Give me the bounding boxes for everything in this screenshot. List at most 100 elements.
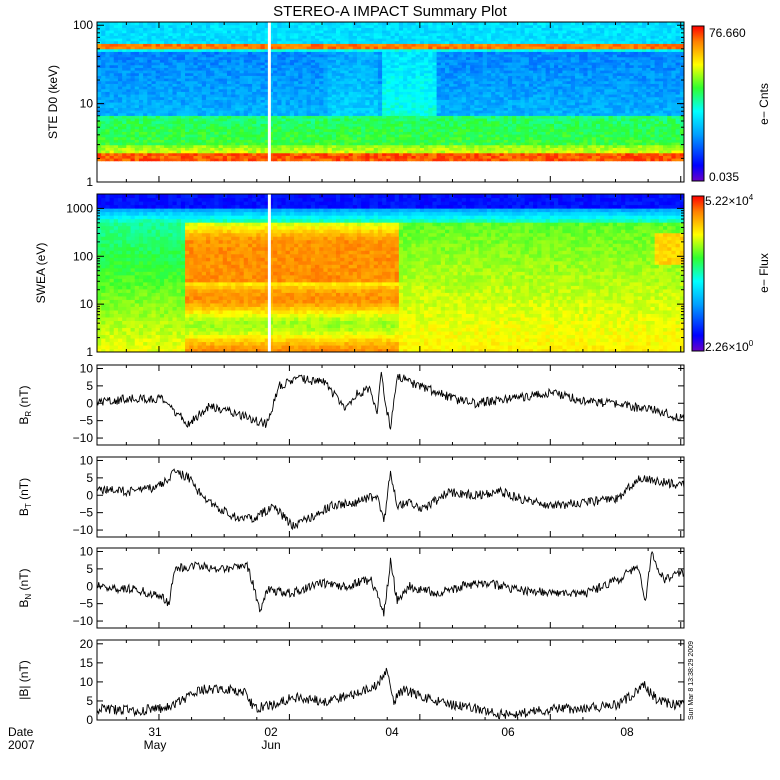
ste-cell — [222, 30, 228, 34]
ste-cell — [482, 54, 488, 58]
ste-cell — [260, 118, 266, 122]
ste-cell — [210, 83, 215, 87]
ste-cell — [294, 86, 299, 90]
ste-cell — [222, 136, 228, 140]
ste-cell — [180, 123, 186, 127]
ste-cell — [101, 128, 106, 132]
ste-cell — [147, 27, 153, 31]
ste-cell — [101, 104, 106, 108]
ste-cell — [126, 22, 132, 26]
ste-cell — [277, 144, 283, 148]
ste-cell — [453, 147, 459, 151]
ste-cell — [394, 75, 400, 79]
ste-cell — [432, 72, 438, 76]
ste-cell — [390, 139, 396, 143]
ste-cell — [151, 54, 157, 58]
ste-cell — [264, 80, 270, 84]
ste-cell — [185, 144, 190, 148]
ste-cell — [373, 96, 379, 100]
ste-cell — [474, 30, 480, 34]
ste-cell — [164, 155, 169, 159]
ste-cell — [394, 78, 400, 82]
ste-cell — [168, 40, 174, 44]
ste-cell — [193, 59, 199, 63]
ste-cell — [126, 72, 132, 76]
ste-cell — [277, 134, 283, 138]
ste-cell — [214, 96, 220, 100]
ste-cell — [172, 107, 178, 111]
ste-cell — [235, 43, 241, 47]
ste-cell — [465, 110, 471, 114]
ste-cell — [285, 144, 291, 148]
ste-cell — [197, 54, 203, 58]
ste-cell — [449, 64, 454, 68]
ste-cell — [185, 80, 190, 84]
ste-cell — [474, 91, 480, 95]
ste-cell — [143, 102, 148, 106]
ste-cell — [155, 62, 161, 66]
ste-cell — [159, 67, 165, 71]
ste-cell — [122, 123, 127, 127]
ste-cell — [155, 72, 161, 76]
ste-cell — [302, 155, 308, 159]
ste-cell — [117, 152, 123, 156]
ste-cell — [247, 142, 253, 146]
ste-cell — [398, 123, 404, 127]
ste-cell — [164, 118, 169, 122]
ste-cell — [365, 118, 371, 122]
ste-cell — [453, 102, 459, 106]
ste-cell — [214, 70, 220, 74]
ste-cell — [218, 48, 224, 52]
ste-cell — [394, 144, 400, 148]
ste-cell — [138, 136, 144, 140]
ste-cell — [445, 110, 450, 114]
ste-cell — [482, 86, 488, 90]
ste-cell — [424, 131, 429, 135]
ste-cell — [486, 40, 492, 44]
ste-cell — [390, 136, 396, 140]
ste-cell — [470, 147, 475, 151]
ste-cell — [323, 46, 329, 50]
ste-cell — [252, 136, 257, 140]
ste-cell — [365, 91, 371, 95]
ste-cell — [180, 120, 186, 124]
ste-cell — [109, 67, 115, 71]
ste-cell — [495, 59, 501, 63]
ste-cell — [315, 110, 320, 114]
ste-cell — [436, 144, 442, 148]
ste-cell — [193, 48, 199, 52]
ste-cell — [206, 22, 211, 26]
ste-cell — [403, 80, 408, 84]
ste-cell — [193, 40, 199, 44]
ste-cell — [356, 78, 362, 82]
ste-cell — [210, 78, 215, 82]
ste-cell — [327, 40, 333, 44]
ste-cell — [289, 48, 295, 52]
ste-cell — [373, 56, 379, 60]
ste-cell — [424, 147, 429, 151]
ste-cell — [453, 123, 459, 127]
ste-cell — [491, 142, 496, 146]
ste-cell — [373, 158, 379, 162]
ste-cell — [185, 30, 190, 34]
ste-cell — [105, 144, 111, 148]
ste-cell — [231, 94, 236, 98]
ste-cell — [239, 32, 245, 36]
ste-cell — [369, 72, 375, 76]
ste-cell — [474, 22, 480, 26]
ste-cell — [214, 139, 220, 143]
ste-cell — [147, 59, 153, 63]
ste-cell — [247, 38, 253, 42]
ste-cell — [323, 96, 329, 100]
ste-cell — [352, 99, 358, 103]
ste-cell — [319, 24, 325, 28]
ste-cell — [356, 144, 362, 148]
ste-cell — [331, 126, 337, 130]
ste-cell — [172, 118, 178, 122]
ste-cell — [403, 35, 408, 39]
ste-cell — [482, 35, 488, 39]
ste-cell — [327, 72, 333, 76]
ste-cell — [138, 128, 144, 132]
ste-cell — [449, 32, 454, 36]
ste-cell — [486, 30, 492, 34]
